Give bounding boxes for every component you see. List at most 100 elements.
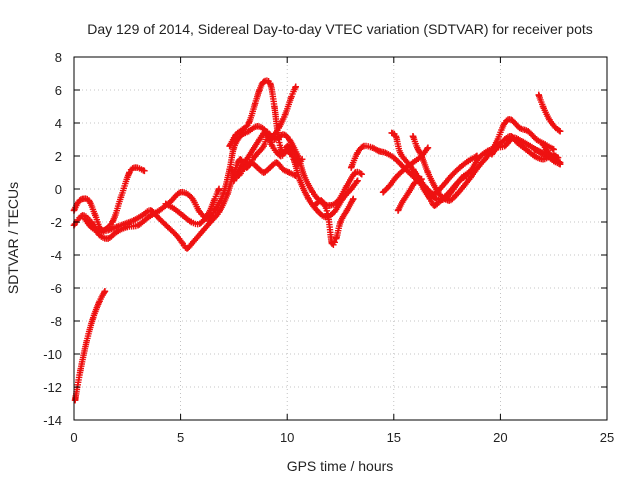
data-point	[117, 194, 125, 201]
data-point	[109, 218, 116, 226]
data-point	[369, 144, 376, 151]
data-point	[452, 192, 459, 199]
data-point	[173, 232, 180, 239]
data-point	[456, 164, 464, 171]
data-point	[507, 133, 515, 140]
x-tick-label: 10	[280, 430, 294, 445]
series-markers	[535, 91, 564, 135]
series-track-15	[394, 175, 425, 214]
data-point	[439, 182, 447, 189]
data-point	[495, 142, 502, 150]
data-point	[446, 197, 453, 204]
x-tick-label: 25	[600, 430, 614, 445]
data-point	[286, 169, 293, 176]
tick-layer: 0 5 10 15 20 25 -14 -12 -10 -8 -6 -4 -2 0 2 4 6 8	[43, 50, 614, 445]
y-tick-label: -4	[50, 248, 62, 263]
data-point	[273, 159, 280, 166]
data-point	[228, 166, 235, 173]
data-point	[245, 128, 253, 135]
data-point	[252, 152, 259, 160]
data-point	[104, 235, 112, 242]
data-point	[296, 177, 304, 184]
data-point	[96, 228, 103, 236]
data-point	[266, 164, 274, 171]
data-point	[335, 197, 342, 204]
data-point	[279, 149, 287, 156]
data-point	[156, 215, 163, 222]
data-point	[256, 136, 263, 143]
data-point	[256, 86, 263, 94]
data-layer	[70, 77, 564, 404]
data-point	[286, 136, 293, 143]
data-point	[243, 156, 250, 163]
data-point	[96, 298, 103, 305]
data-point	[269, 142, 276, 150]
x-tick-label: 0	[70, 430, 77, 445]
data-point	[313, 207, 321, 214]
data-point	[275, 136, 282, 143]
data-point	[162, 200, 169, 208]
series-track-3	[70, 123, 361, 242]
data-point	[232, 131, 240, 138]
data-point	[424, 169, 432, 176]
data-point	[260, 78, 267, 85]
data-point	[126, 169, 133, 176]
data-point	[294, 161, 302, 168]
data-point	[539, 141, 547, 148]
series-markers	[71, 288, 109, 404]
data-point	[463, 172, 470, 179]
data-point	[488, 151, 496, 158]
data-point	[330, 208, 338, 216]
y-tick-label: -12	[43, 380, 62, 395]
data-point	[448, 172, 455, 179]
data-point	[215, 208, 223, 216]
data-point	[527, 142, 534, 150]
data-point	[85, 197, 93, 204]
data-point	[211, 195, 218, 203]
series-markers	[348, 134, 559, 204]
data-point	[318, 197, 325, 204]
data-point	[501, 119, 508, 127]
data-point	[284, 142, 291, 150]
data-point	[431, 202, 438, 209]
data-point	[544, 152, 551, 160]
data-point	[298, 156, 306, 163]
x-tick-label: 15	[387, 430, 401, 445]
data-point	[196, 220, 203, 227]
y-tick-label: 4	[55, 116, 62, 131]
data-point	[239, 126, 246, 133]
data-point	[437, 197, 444, 204]
data-point	[224, 190, 231, 198]
data-point	[89, 314, 97, 321]
data-point	[262, 128, 270, 135]
data-point	[392, 133, 400, 140]
data-point	[104, 227, 112, 234]
data-point	[531, 152, 538, 160]
data-point	[409, 159, 417, 166]
data-point	[75, 199, 82, 206]
data-point	[392, 174, 400, 181]
data-point	[484, 152, 491, 160]
data-point	[271, 103, 278, 110]
data-point	[350, 195, 357, 203]
data-point	[215, 185, 223, 193]
data-point	[92, 212, 99, 219]
y-axis-label: SDTVAR / TECUs	[5, 182, 21, 294]
data-point	[139, 212, 146, 219]
data-point	[281, 111, 289, 118]
series-markers	[70, 123, 361, 242]
data-point	[467, 174, 474, 181]
data-point	[234, 172, 242, 179]
series-track-19	[531, 146, 564, 168]
data-point	[539, 156, 547, 163]
data-point	[343, 207, 351, 214]
data-point	[354, 149, 361, 156]
data-point	[188, 194, 195, 201]
data-point	[245, 119, 253, 127]
data-point	[352, 169, 359, 176]
data-point	[537, 149, 545, 156]
data-point	[305, 195, 312, 203]
data-point	[401, 166, 408, 173]
data-point	[354, 177, 361, 184]
data-point	[446, 189, 453, 196]
